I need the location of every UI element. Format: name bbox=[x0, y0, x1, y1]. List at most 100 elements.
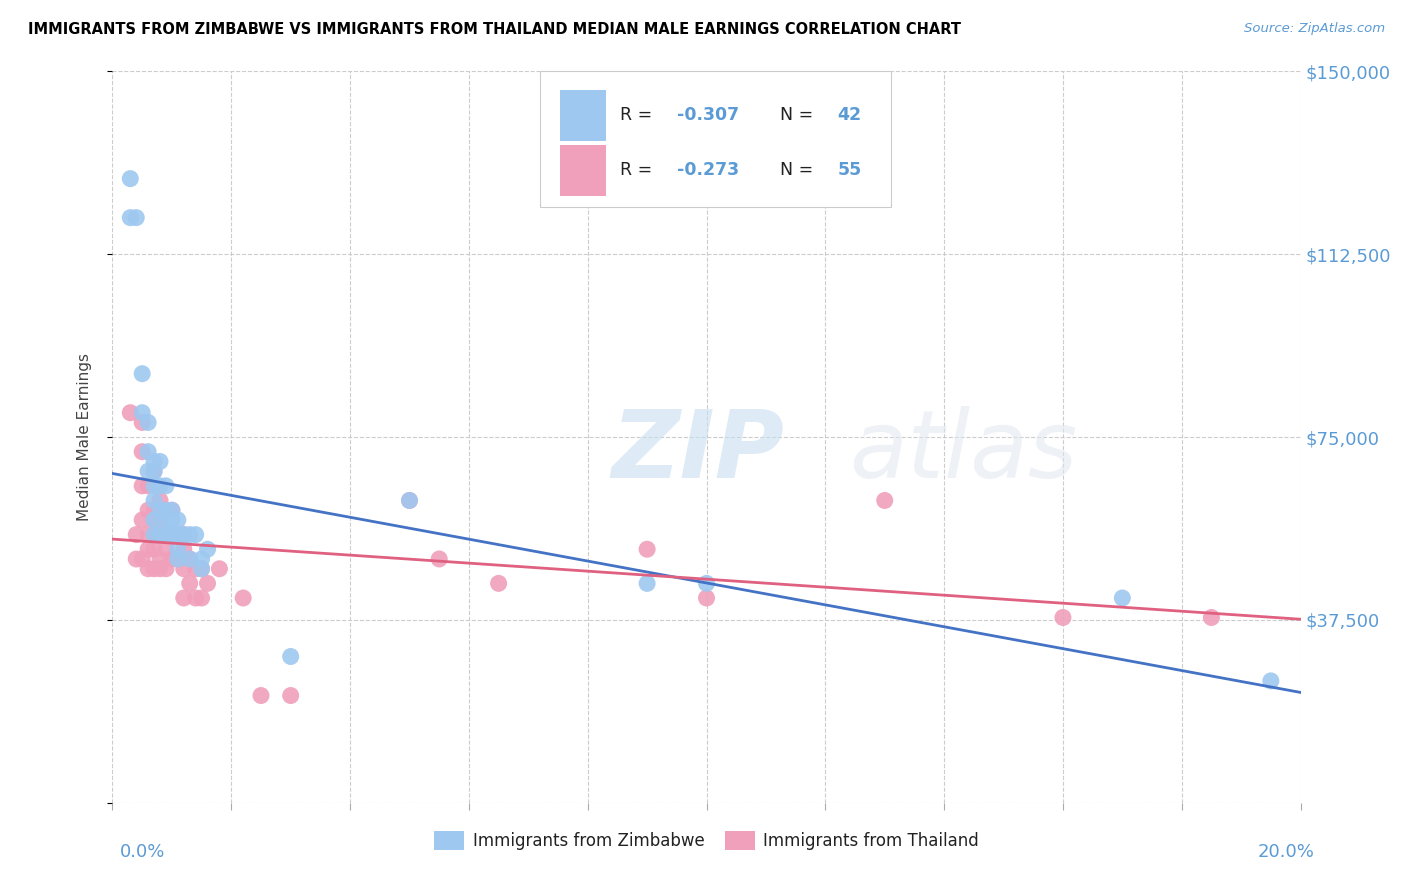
Point bbox=[131, 406, 153, 420]
Y-axis label: Median Male Earnings: Median Male Earnings bbox=[77, 353, 91, 521]
Point bbox=[149, 479, 172, 493]
Point bbox=[149, 552, 172, 566]
Text: Source: ZipAtlas.com: Source: ZipAtlas.com bbox=[1244, 22, 1385, 36]
Point bbox=[232, 591, 254, 605]
Point bbox=[166, 552, 188, 566]
Text: R =: R = bbox=[620, 106, 658, 124]
Point bbox=[136, 479, 159, 493]
Point bbox=[155, 562, 177, 576]
Point bbox=[636, 542, 658, 557]
Text: 20.0%: 20.0% bbox=[1258, 843, 1315, 861]
Point bbox=[696, 576, 718, 591]
Point bbox=[184, 591, 207, 605]
Point bbox=[190, 562, 212, 576]
FancyBboxPatch shape bbox=[561, 90, 606, 141]
Text: atlas: atlas bbox=[849, 406, 1077, 497]
Point bbox=[136, 464, 159, 478]
Legend: Immigrants from Zimbabwe, Immigrants from Thailand: Immigrants from Zimbabwe, Immigrants fro… bbox=[427, 824, 986, 856]
Point bbox=[166, 542, 188, 557]
Point bbox=[143, 527, 166, 541]
Point bbox=[398, 493, 420, 508]
Point bbox=[197, 542, 219, 557]
Point bbox=[280, 689, 302, 703]
Point bbox=[149, 513, 172, 527]
Point bbox=[250, 689, 273, 703]
Point bbox=[173, 591, 195, 605]
Point bbox=[149, 503, 172, 517]
Point bbox=[143, 464, 166, 478]
Point bbox=[160, 527, 183, 541]
Point bbox=[1260, 673, 1282, 688]
Point bbox=[190, 562, 212, 576]
Point bbox=[143, 493, 166, 508]
Point bbox=[160, 552, 183, 566]
Point bbox=[131, 416, 153, 430]
Point bbox=[173, 562, 195, 576]
Point bbox=[873, 493, 896, 508]
Point bbox=[120, 171, 142, 186]
Point bbox=[125, 527, 148, 541]
Point bbox=[155, 527, 177, 541]
Text: -0.307: -0.307 bbox=[676, 106, 740, 124]
Point bbox=[184, 527, 207, 541]
Point bbox=[136, 542, 159, 557]
Text: ZIP: ZIP bbox=[612, 406, 785, 498]
Point bbox=[143, 562, 166, 576]
Text: 42: 42 bbox=[837, 106, 862, 124]
Point bbox=[125, 552, 148, 566]
Point bbox=[155, 513, 177, 527]
Point bbox=[120, 406, 142, 420]
Point bbox=[179, 552, 201, 566]
Point bbox=[136, 527, 159, 541]
Point bbox=[136, 444, 159, 458]
Point bbox=[149, 562, 172, 576]
Point bbox=[155, 542, 177, 557]
Point bbox=[173, 527, 195, 541]
Point bbox=[208, 562, 231, 576]
Point bbox=[160, 527, 183, 541]
Point bbox=[155, 479, 177, 493]
Point bbox=[173, 542, 195, 557]
Point bbox=[1111, 591, 1133, 605]
Point bbox=[166, 552, 188, 566]
Text: N =: N = bbox=[780, 106, 818, 124]
Point bbox=[166, 513, 188, 527]
Text: IMMIGRANTS FROM ZIMBABWE VS IMMIGRANTS FROM THAILAND MEDIAN MALE EARNINGS CORREL: IMMIGRANTS FROM ZIMBABWE VS IMMIGRANTS F… bbox=[28, 22, 962, 37]
Point bbox=[143, 542, 166, 557]
Point bbox=[149, 454, 172, 468]
Point bbox=[398, 493, 420, 508]
Point bbox=[143, 513, 166, 527]
Point bbox=[190, 552, 212, 566]
Point bbox=[179, 576, 201, 591]
Point bbox=[143, 454, 166, 468]
Point bbox=[131, 367, 153, 381]
Point bbox=[427, 552, 450, 566]
Point bbox=[160, 503, 183, 517]
Point bbox=[143, 479, 166, 493]
Point bbox=[131, 479, 153, 493]
Point bbox=[143, 503, 166, 517]
Point bbox=[120, 211, 142, 225]
Point bbox=[143, 527, 166, 541]
Point bbox=[636, 576, 658, 591]
Point bbox=[125, 211, 148, 225]
Point bbox=[136, 416, 159, 430]
Point bbox=[179, 527, 201, 541]
Point bbox=[184, 562, 207, 576]
Point bbox=[149, 527, 172, 541]
Point bbox=[1052, 610, 1074, 624]
Point bbox=[131, 552, 153, 566]
Point bbox=[197, 576, 219, 591]
Point bbox=[1201, 610, 1223, 624]
FancyBboxPatch shape bbox=[561, 145, 606, 195]
Point bbox=[160, 503, 183, 517]
Text: R =: R = bbox=[620, 161, 658, 179]
Point bbox=[166, 527, 188, 541]
Text: 0.0%: 0.0% bbox=[120, 843, 165, 861]
Point bbox=[280, 649, 302, 664]
Text: N =: N = bbox=[780, 161, 818, 179]
Point bbox=[143, 513, 166, 527]
Point bbox=[696, 591, 718, 605]
Point bbox=[155, 503, 177, 517]
FancyBboxPatch shape bbox=[540, 71, 890, 207]
